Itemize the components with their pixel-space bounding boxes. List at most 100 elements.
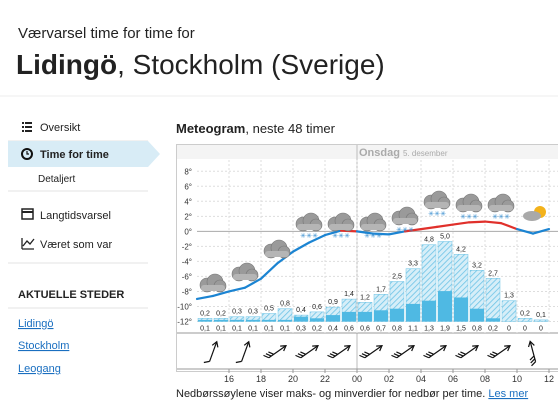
snowflake: ✳ [498,213,504,221]
wind-arrow [391,345,415,359]
precip-min-bar [406,303,420,322]
precip-max-label: 3,3 [408,261,418,268]
x-tick-label: 18 [256,374,266,384]
temperature-segment [451,221,471,226]
plot: 8°6°4°2°0°-2°-4°-6°-8°-10°-12°16 18 20 22 00… [177,160,558,384]
precip-min-bar [294,316,308,322]
cloud-base [265,251,289,257]
temperature-segment [195,294,215,301]
chart-heading: Meteogram, neste 48 timer [176,121,336,136]
snowflake: ✳ [428,210,434,218]
wind-feather [332,351,338,355]
cloud-base [425,202,449,208]
temperature-segment [419,225,439,231]
wind-feather [460,351,466,355]
precip-min-label: 0 [539,325,543,332]
snowflake: ✳ [440,210,446,218]
x-tick-label: 00 [352,374,362,384]
precip-min-bar [230,319,244,322]
snowflake: ✳ [338,232,344,240]
snowflake: ✳ [370,232,376,240]
wind-feather [529,355,535,361]
wind-feather [329,353,336,357]
nav-item[interactable]: Oversikt [40,122,80,134]
precip-max-label: 0,9 [328,299,338,306]
cloud-base [457,205,481,211]
temperature-segment [531,228,551,235]
nav-item[interactable]: Langtidsvarsel [40,210,111,222]
wind-shaft [460,345,478,359]
precip-min-label: 0,6 [344,325,354,332]
precip-min-bar [438,291,452,322]
weather-icon: ✳ ✳ ✳ [423,190,451,218]
wind-shaft [268,345,286,359]
temperature-segment [387,230,407,236]
precip-min-label: 0,1 [200,325,210,332]
nav-subitem[interactable]: Detaljert [38,174,75,185]
wind-head [504,345,511,352]
precip-min-bar [470,308,484,322]
wind-head [312,345,319,352]
weather-icon: ✳ ✳ ✳ [327,212,355,240]
place-link[interactable]: Lidingö [18,318,53,330]
wind-feather [457,353,464,357]
wind-arrow [527,340,537,367]
x-tick-label: 22 [320,374,330,384]
wind-feather [263,354,270,359]
precip-max-label: 0,2 [216,310,226,317]
cloud-part [523,211,541,221]
wind-head [527,340,535,348]
weather-icon: ✳ ✳ ✳ [391,206,419,234]
wind-arrow [295,345,319,359]
precip-max-label: 0,4 [296,307,306,314]
y-tick-label: 8° [184,167,192,176]
precip-max-label: 5,0 [440,233,450,240]
weather-icon [523,206,546,221]
precip-min-label: 1,1 [408,325,418,332]
y-tick-label: 0° [184,227,192,236]
place-link[interactable]: Stockholm [18,340,69,352]
y-tick-label: 6° [184,182,192,191]
place-region: , Stockholm (Sverige) [117,49,385,80]
nav-item[interactable]: Time for time [40,149,109,161]
weather-icon [263,239,291,259]
cloud-base [297,224,321,230]
wind-arrow [263,345,287,359]
wind-head [472,345,479,352]
precip-min-bar [374,310,388,322]
y-tick-label: -2° [182,242,192,251]
page-subtitle: Værvarsel time for time for [18,25,195,42]
precip-min-label: 1,3 [424,325,434,332]
nav-icon-graph [21,238,35,250]
precip-max-label: 0,6 [312,304,322,311]
wind-head [408,345,415,352]
footer-link[interactable]: Les mer [488,388,528,400]
snowflake: ✳ [312,232,318,240]
y-tick-label: -10° [177,302,192,311]
temperature-segment [259,262,279,280]
wind-shaft [492,345,510,359]
precip-min-label: 0 [507,325,511,332]
wind-feather [487,354,494,359]
nav-item[interactable]: Været som var [40,239,112,251]
precip-max-label: 0,2 [520,310,530,317]
temperature-segment [323,229,343,237]
temperature-segment [355,230,375,235]
precip-min-row [197,322,558,333]
wind-head [243,340,251,348]
wind-arrow [423,345,447,359]
nav-icon-list [22,122,32,132]
wind-feather [268,351,274,355]
precip-max-label: 0,3 [232,309,242,316]
place-link[interactable]: Leogang [18,363,61,375]
snowflake: ✳ [408,226,414,234]
temperature-segment [435,223,455,228]
wind-feather [361,353,368,357]
chart-subtitle: , neste 48 timer [245,121,335,136]
cloud-base [489,205,513,211]
temperature-segment [467,220,487,224]
precip-min-bar [342,311,356,322]
wind-feather [235,360,242,364]
precip-max-label: 4,8 [424,237,434,244]
precip-max-bar [277,308,293,322]
